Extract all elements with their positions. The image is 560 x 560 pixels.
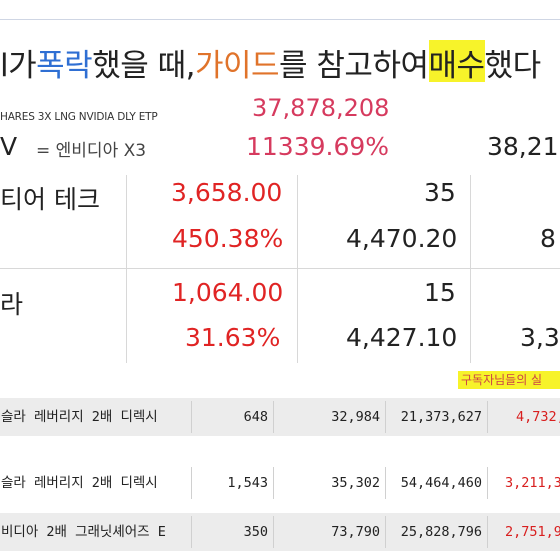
holding-2-price: 1,064.00 <box>172 278 284 307</box>
holding-1-right: 8 <box>540 224 556 253</box>
etp-right-value: 38,212 <box>487 132 560 161</box>
row-profit: 3,211,3 <box>505 475 560 491</box>
col-sep <box>487 516 488 548</box>
row-price: 32,984 <box>331 409 380 425</box>
row-price: 35,302 <box>331 475 380 491</box>
headline-part-3: 했을 때, <box>92 48 195 82</box>
row-quantity: 1,543 <box>227 475 268 491</box>
headline-guide-word: 가이드 <box>194 48 280 82</box>
row-quantity: 648 <box>243 409 268 425</box>
row-name: 비디아 2배 그래닛셰어즈 E <box>1 524 166 540</box>
panel-divider-3 <box>470 175 471 363</box>
etp-value: 37,878,208 <box>252 94 390 122</box>
holding-1-price: 3,658.00 <box>171 178 283 207</box>
etp-full-name: HARES 3X LNG NVIDIA DLY ETP <box>0 111 158 123</box>
headline-part-5: 를 참고하여 <box>279 48 429 82</box>
holding-1-average: 4,470.20 <box>346 224 458 253</box>
top-divider <box>0 19 560 20</box>
col-sep <box>273 467 274 499</box>
etp-ticker-suffix: V <box>0 132 18 161</box>
holding-1-return: 450.38% <box>172 224 284 253</box>
row-profit: 4,732, <box>516 409 560 425</box>
row-name: 슬라 레버리지 2배 디렉시 <box>1 409 158 425</box>
panel-divider-2 <box>297 175 298 363</box>
table-row[interactable]: 비디아 2배 그래닛셰어즈 E 350 73,790 25,828,796 2,… <box>0 513 560 551</box>
headline-crash-word: 폭락 <box>36 48 93 82</box>
table-row[interactable]: 슬라 레버리지 2배 디렉시 648 32,984 21,373,627 4,7… <box>0 398 560 436</box>
row-amount: 25,828,796 <box>400 524 482 540</box>
headline-buy-word: 매수 <box>428 40 485 82</box>
row-amount: 54,464,460 <box>400 475 482 491</box>
col-sep <box>385 401 386 433</box>
holding-1-label: 티어 테크 <box>0 185 100 214</box>
col-sep <box>487 467 488 499</box>
headline-part-1: l가 <box>0 48 37 82</box>
holdings-table: 슬라 레버리지 2배 디렉시 648 32,984 21,373,627 4,7… <box>0 393 560 560</box>
col-sep <box>385 467 386 499</box>
panel-divider-1 <box>126 175 127 363</box>
col-sep <box>191 401 192 433</box>
holding-2-quantity: 15 <box>424 278 456 307</box>
etp-alias: = 엔비디아 X3 <box>36 141 147 161</box>
row-profit: 2,751,9 <box>505 524 560 540</box>
holding-2-label: 라 <box>0 290 24 319</box>
etp-return-percent: 11339.69% <box>246 132 390 161</box>
col-sep <box>273 516 274 548</box>
subscriber-caption: 구독자님들의 실 <box>458 371 560 389</box>
table-row[interactable]: 슬라 레버리지 2배 디렉시 1,543 35,302 54,464,460 3… <box>0 464 560 502</box>
holding-2-return: 31.63% <box>185 323 281 352</box>
holding-2-right: 3,3 <box>520 323 560 352</box>
headline-part-7: 했다 <box>484 48 542 82</box>
video-headline: l가 폭락했을 때, 가이드를 참고하여 매수했다 <box>0 40 560 82</box>
row-amount: 21,373,627 <box>400 409 482 425</box>
row-name: 슬라 레버리지 2배 디렉시 <box>1 475 158 491</box>
col-sep <box>487 401 488 433</box>
col-sep <box>191 516 192 548</box>
holding-2-average: 4,427.10 <box>346 323 458 352</box>
col-sep <box>385 516 386 548</box>
row-price: 73,790 <box>331 524 380 540</box>
holding-1-quantity: 35 <box>424 178 456 207</box>
panel-row-divider <box>0 268 560 269</box>
col-sep <box>273 401 274 433</box>
row-quantity: 350 <box>243 524 268 540</box>
col-sep <box>191 467 192 499</box>
